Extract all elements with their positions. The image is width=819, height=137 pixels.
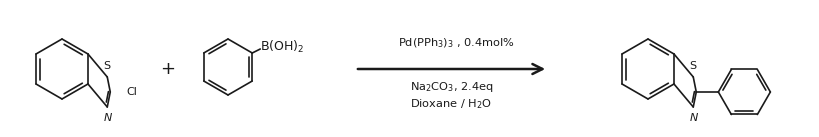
Text: S: S (103, 61, 111, 71)
Text: +: + (161, 60, 175, 78)
Text: Pd(PPh$_3$)$_3$ , 0.4mol%: Pd(PPh$_3$)$_3$ , 0.4mol% (397, 36, 514, 50)
Text: Na$_2$CO$_3$, 2.4eq: Na$_2$CO$_3$, 2.4eq (409, 80, 493, 94)
Text: B(OH)$_2$: B(OH)$_2$ (260, 39, 304, 55)
Text: Dioxane / H$_2$O: Dioxane / H$_2$O (410, 97, 492, 111)
Text: N: N (104, 113, 112, 123)
Text: S: S (689, 61, 696, 71)
Text: N: N (690, 113, 698, 123)
Text: Cl: Cl (126, 87, 137, 97)
